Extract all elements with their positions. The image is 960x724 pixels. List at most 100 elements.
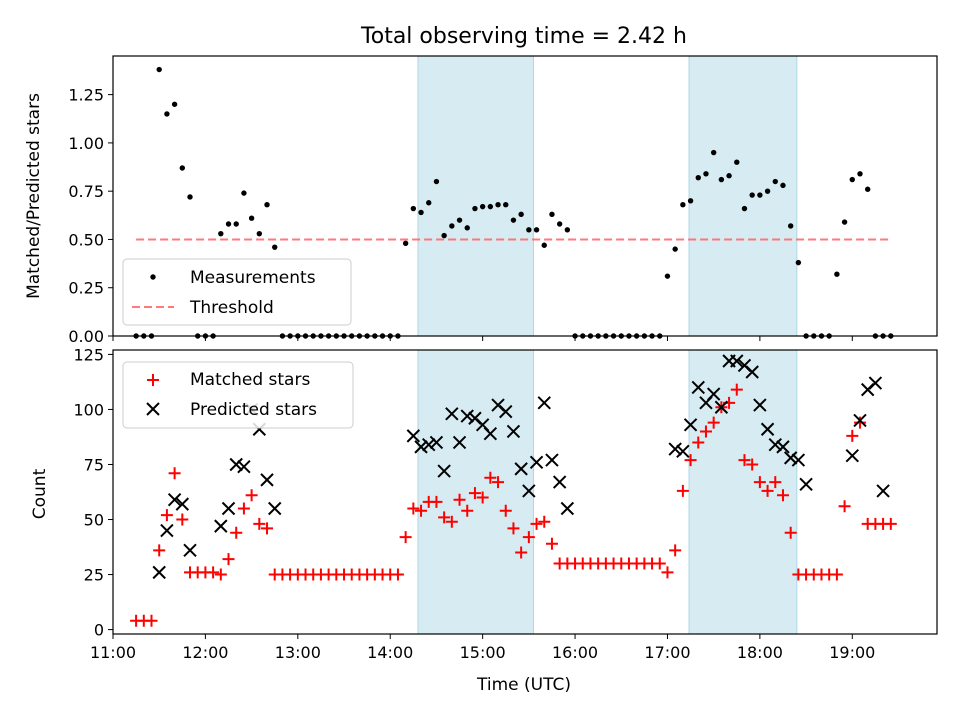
measurement-point [541, 242, 547, 248]
measurement-point [418, 209, 424, 216]
measurement-point [256, 230, 263, 237]
measurement-point [787, 223, 794, 229]
matched-star-point [160, 509, 173, 522]
matched-star-point [145, 614, 158, 627]
measurement-point [734, 159, 740, 165]
matched-star-point [253, 517, 266, 530]
measurement-point [426, 200, 432, 206]
matched-star-point [245, 489, 258, 502]
matched-star-point [784, 526, 797, 539]
predicted-star-point [560, 501, 575, 516]
measurement-point [687, 198, 694, 204]
matched-star-point [830, 568, 843, 581]
matched-star-point [168, 467, 181, 480]
measurement-point [857, 171, 863, 177]
matched-star-point [476, 491, 489, 504]
matched-star-point [738, 454, 751, 467]
matched-star-point [507, 522, 520, 535]
predicted-star-point [876, 484, 890, 498]
matched-star-point [230, 526, 243, 539]
predicted-star-point [499, 404, 513, 419]
top-ytick-label: 1.25 [68, 86, 104, 105]
matched-star-point [769, 476, 782, 489]
bottom-xtick-label: 13:00 [275, 643, 321, 662]
measurement-point [248, 215, 255, 221]
measurement-point [726, 173, 732, 179]
predicted-star-point [706, 387, 721, 401]
measurement-point [556, 221, 563, 227]
predicted-star-point [406, 429, 421, 443]
predicted-star-point [776, 440, 790, 454]
predicted-star-point [445, 407, 459, 421]
predicted-star-point [260, 473, 274, 487]
matched-star-point [530, 517, 543, 530]
predicted-star-point [868, 376, 883, 390]
matched-star-point [699, 425, 712, 438]
bottom-xtick-label: 15:00 [460, 643, 506, 662]
predicted-star-point [853, 413, 867, 428]
matched-star-point [445, 515, 458, 528]
bottom-axes-frame [112, 349, 938, 635]
predicted-star-point [167, 492, 182, 507]
measurement-point [695, 174, 701, 181]
measurement-point [272, 244, 278, 250]
measurement-point [233, 221, 239, 227]
matched-star-point [207, 566, 220, 579]
legend-label-matched: Matched stars [190, 370, 310, 390]
predicted-star-point [791, 453, 806, 467]
measurement-point [241, 190, 247, 196]
bottom-xtick-label: 16:00 [552, 643, 598, 662]
measurement-point [564, 227, 571, 233]
measurement-point [703, 171, 709, 177]
matched-star-point [776, 489, 789, 502]
bottom-xtick-label: 14:00 [367, 643, 413, 662]
predicted-star-point [522, 484, 536, 498]
top-legend: Measurements Threshold [122, 258, 352, 326]
matched-star-point [884, 517, 897, 530]
predicted-star-point [214, 519, 228, 533]
measurement-point [225, 221, 232, 227]
bottom-xtick-label: 18:00 [737, 643, 783, 662]
bottom-xtick-label: 17:00 [644, 643, 690, 662]
matched-star-point [484, 471, 497, 484]
predicted-star-point [160, 523, 174, 538]
top-ylabel: Matched/Predicted stars [24, 93, 44, 299]
bottom-ytick-label: 100 [73, 400, 104, 419]
measurement-point [718, 176, 725, 183]
legend-label-predicted: Predicted stars [190, 400, 317, 420]
top-ytick-label: 0.00 [68, 327, 104, 346]
legend-marker-predicted [146, 402, 160, 416]
measurement-point [171, 101, 178, 107]
top-ytick-label: 1.00 [68, 134, 104, 153]
predicted-star-point [483, 426, 498, 441]
measurement-point [464, 225, 470, 231]
matched-star-point [407, 502, 420, 515]
predicted-star-point [753, 398, 767, 412]
predicted-star-point [437, 464, 451, 478]
matched-star-point [499, 504, 512, 517]
measurement-point [479, 203, 486, 210]
predicted-star-point [799, 477, 813, 492]
top-axes-frame [112, 55, 938, 337]
measurement-point [441, 232, 447, 239]
predicted-star-point [668, 442, 682, 456]
bottom-shaded-interval-1 [688, 349, 798, 635]
bottom-legend: Matched stars Predicted stars [122, 361, 354, 429]
matched-star-point [522, 531, 535, 544]
bottom-ylabel: Count [30, 468, 50, 519]
matched-star-point [468, 487, 481, 500]
predicted-star-point [683, 418, 698, 432]
matched-star-point [237, 502, 250, 515]
matched-star-point [846, 429, 859, 442]
predicted-star-point [745, 365, 759, 379]
matched-star-point [461, 504, 474, 517]
predicted-star-point [691, 380, 705, 395]
predicted-star-point [268, 501, 282, 516]
predicted-star-point [537, 396, 551, 410]
legend-label-measurements: Measurements [190, 268, 316, 288]
matched-star-point [684, 454, 697, 467]
matched-star-point [661, 566, 674, 579]
predicted-star-point [175, 497, 190, 511]
measurement-point [410, 205, 417, 212]
matched-star-point [853, 416, 866, 429]
